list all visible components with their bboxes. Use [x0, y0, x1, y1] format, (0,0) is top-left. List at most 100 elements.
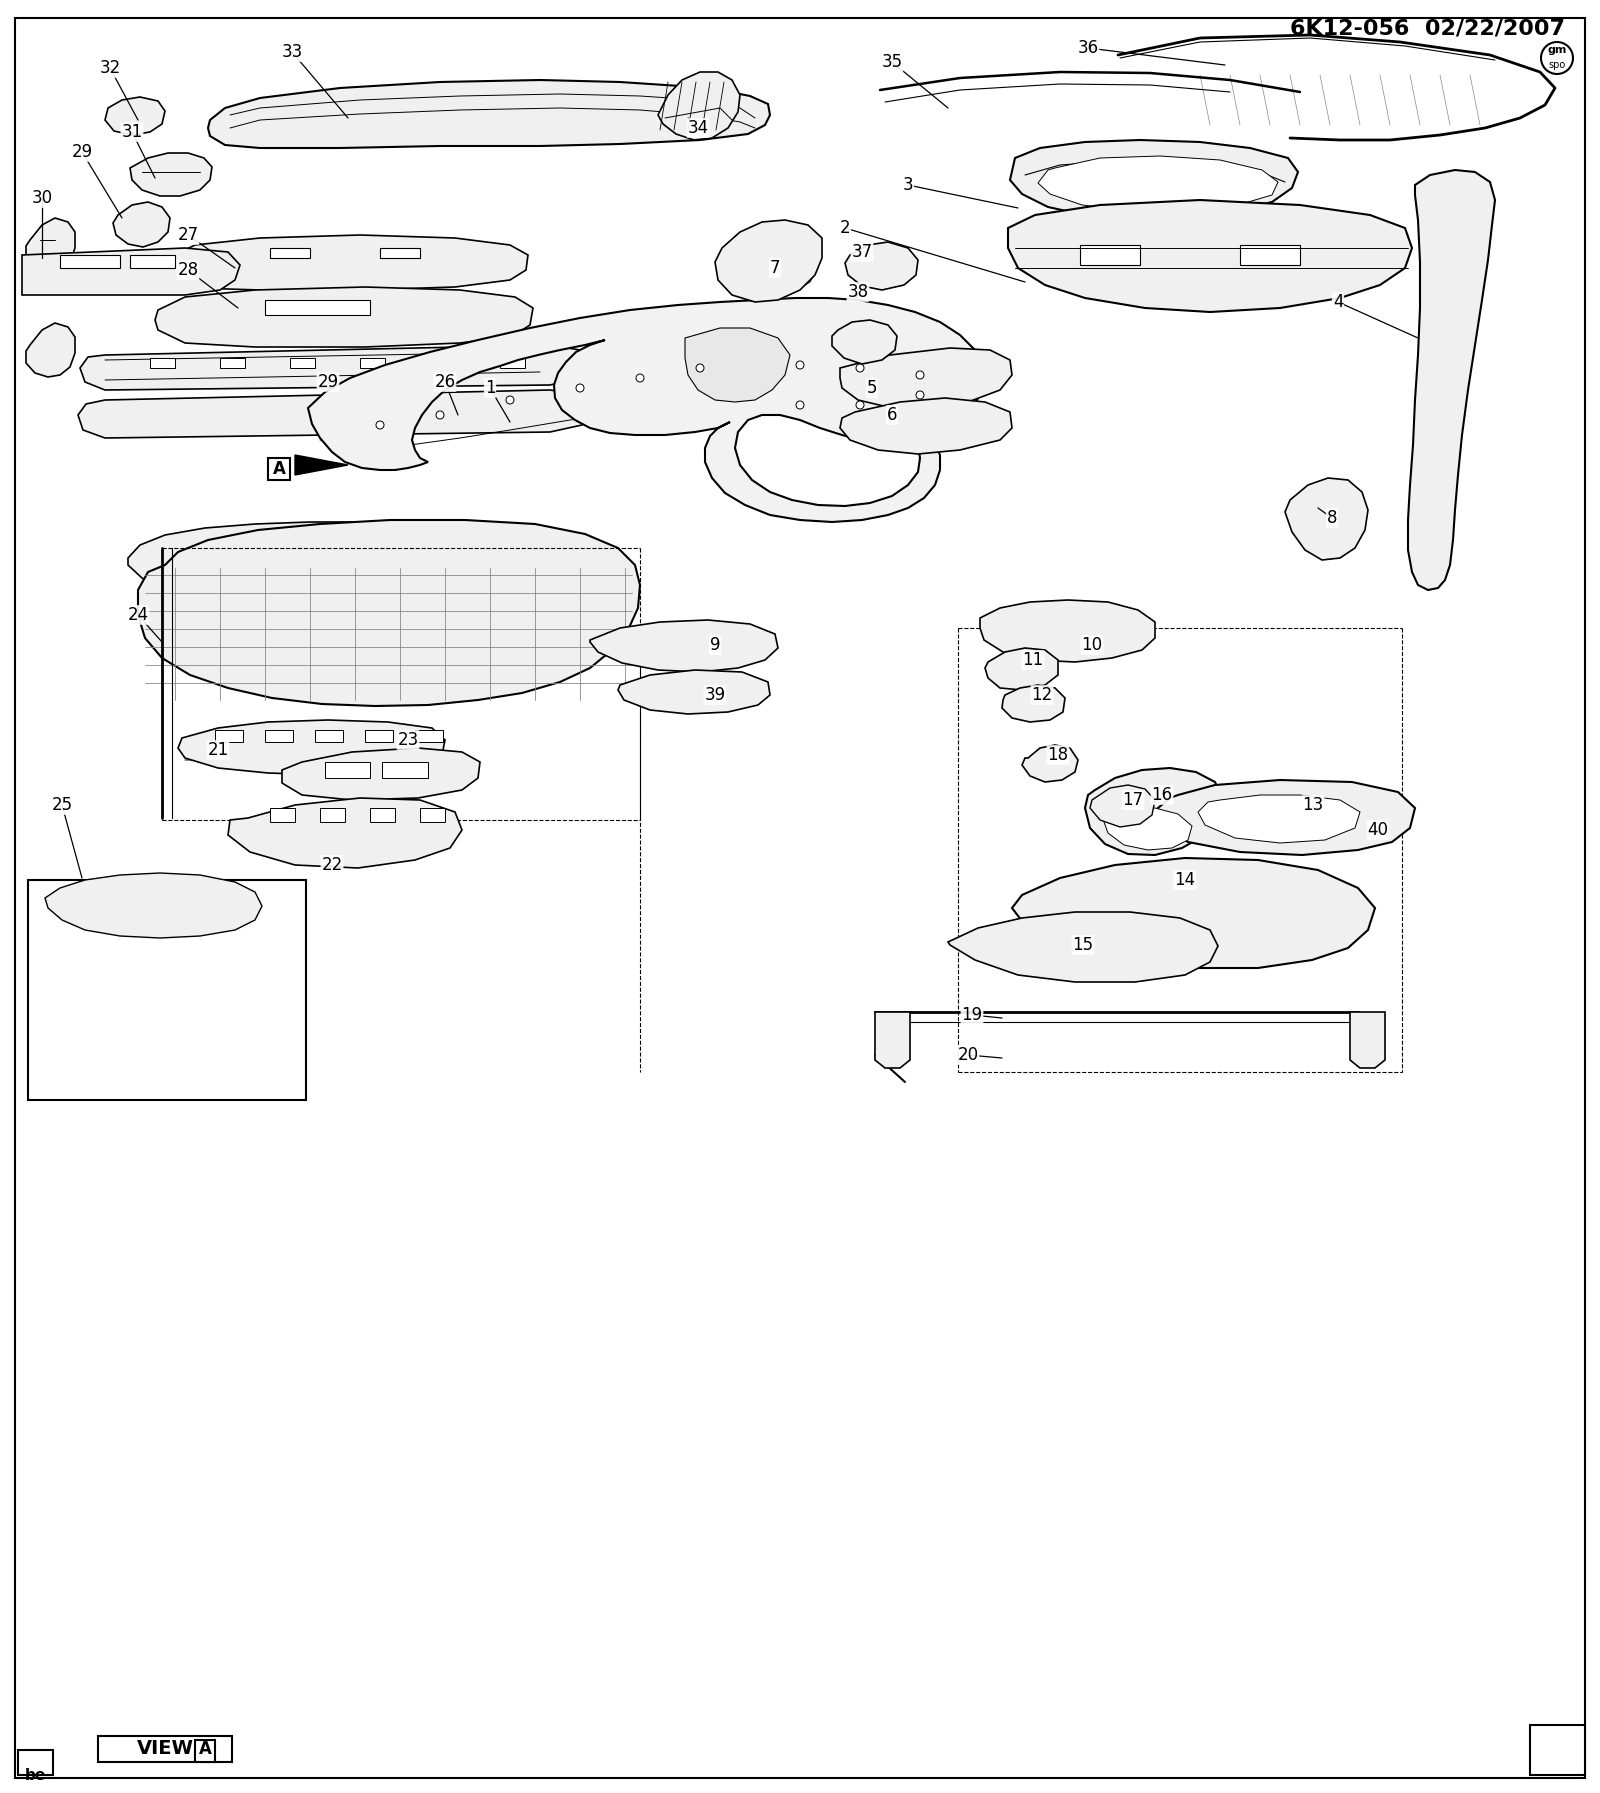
Bar [269, 457, 290, 481]
Text: 22: 22 [322, 855, 342, 873]
Text: 33: 33 [282, 43, 302, 61]
Text: 11: 11 [1022, 651, 1043, 669]
Circle shape [856, 402, 864, 409]
Text: 23: 23 [397, 732, 419, 749]
Polygon shape [270, 247, 310, 258]
Text: 20: 20 [957, 1045, 979, 1063]
Text: 29: 29 [72, 143, 93, 161]
Polygon shape [1158, 780, 1414, 855]
Text: be: be [24, 1768, 46, 1784]
Circle shape [797, 360, 805, 369]
Polygon shape [1013, 859, 1374, 968]
Circle shape [506, 396, 514, 403]
Text: 36: 36 [1077, 39, 1099, 57]
Text: VIEW: VIEW [136, 1739, 194, 1757]
Polygon shape [150, 359, 174, 368]
Text: 32: 32 [99, 59, 120, 77]
Text: 28: 28 [178, 262, 198, 280]
Polygon shape [382, 762, 429, 778]
Text: 15: 15 [1072, 936, 1093, 954]
Text: A: A [272, 461, 285, 479]
Polygon shape [430, 359, 454, 368]
Polygon shape [114, 203, 170, 247]
Polygon shape [290, 359, 315, 368]
Polygon shape [1038, 156, 1278, 210]
Polygon shape [78, 391, 592, 437]
Polygon shape [266, 299, 370, 316]
Text: 35: 35 [882, 54, 902, 72]
Text: 10: 10 [1082, 637, 1102, 654]
Text: 25: 25 [51, 796, 72, 814]
Bar [1530, 1725, 1586, 1775]
Text: 39: 39 [704, 687, 725, 705]
Text: 18: 18 [1048, 746, 1069, 764]
Polygon shape [80, 344, 590, 391]
Polygon shape [1285, 479, 1368, 559]
Polygon shape [1002, 685, 1066, 723]
Text: 17: 17 [1123, 791, 1144, 809]
Polygon shape [1008, 201, 1413, 312]
Text: 9: 9 [710, 637, 720, 654]
Text: 5: 5 [867, 378, 877, 396]
Polygon shape [381, 247, 419, 258]
Polygon shape [294, 455, 349, 475]
Polygon shape [106, 97, 165, 134]
Text: 34: 34 [688, 118, 709, 136]
Text: A: A [198, 1739, 211, 1757]
Circle shape [576, 384, 584, 393]
Text: 30: 30 [32, 188, 53, 206]
Polygon shape [1104, 809, 1192, 850]
Polygon shape [658, 72, 739, 140]
Polygon shape [26, 323, 75, 377]
Polygon shape [590, 620, 778, 672]
Circle shape [915, 391, 925, 400]
Text: 19: 19 [962, 1006, 982, 1024]
Polygon shape [1090, 785, 1155, 827]
Text: 1: 1 [485, 378, 496, 396]
Circle shape [1541, 41, 1573, 74]
Circle shape [696, 364, 704, 371]
Polygon shape [715, 221, 822, 301]
Text: 27: 27 [178, 226, 198, 244]
Circle shape [637, 375, 643, 382]
Polygon shape [845, 242, 918, 290]
Text: 14: 14 [1174, 871, 1195, 889]
Text: 37: 37 [851, 244, 872, 262]
FancyBboxPatch shape [98, 1736, 232, 1763]
Circle shape [376, 421, 384, 429]
Polygon shape [130, 255, 174, 267]
Text: 4: 4 [1333, 292, 1344, 310]
Polygon shape [325, 762, 370, 778]
Text: 26: 26 [435, 373, 456, 391]
Polygon shape [208, 81, 770, 149]
Text: 31: 31 [122, 124, 142, 142]
Polygon shape [499, 359, 525, 368]
Polygon shape [26, 219, 75, 273]
Text: 12: 12 [1032, 687, 1053, 705]
Polygon shape [1080, 246, 1139, 265]
Polygon shape [155, 287, 533, 348]
Polygon shape [832, 319, 898, 364]
Text: 21: 21 [208, 741, 229, 758]
Bar [195, 1739, 214, 1763]
Circle shape [435, 411, 445, 420]
Polygon shape [128, 522, 574, 620]
Bar [18, 1750, 53, 1775]
Polygon shape [282, 748, 480, 800]
Polygon shape [270, 809, 294, 821]
Polygon shape [875, 1011, 910, 1069]
Polygon shape [61, 255, 120, 267]
Polygon shape [1010, 140, 1298, 219]
Polygon shape [618, 671, 770, 714]
Polygon shape [138, 520, 640, 706]
Polygon shape [266, 730, 293, 742]
Text: 13: 13 [1302, 796, 1323, 814]
Polygon shape [178, 721, 445, 775]
Polygon shape [320, 809, 346, 821]
Polygon shape [130, 152, 211, 195]
Polygon shape [45, 873, 262, 938]
Circle shape [797, 402, 805, 409]
Polygon shape [365, 730, 394, 742]
Polygon shape [307, 298, 982, 522]
Polygon shape [979, 601, 1155, 662]
